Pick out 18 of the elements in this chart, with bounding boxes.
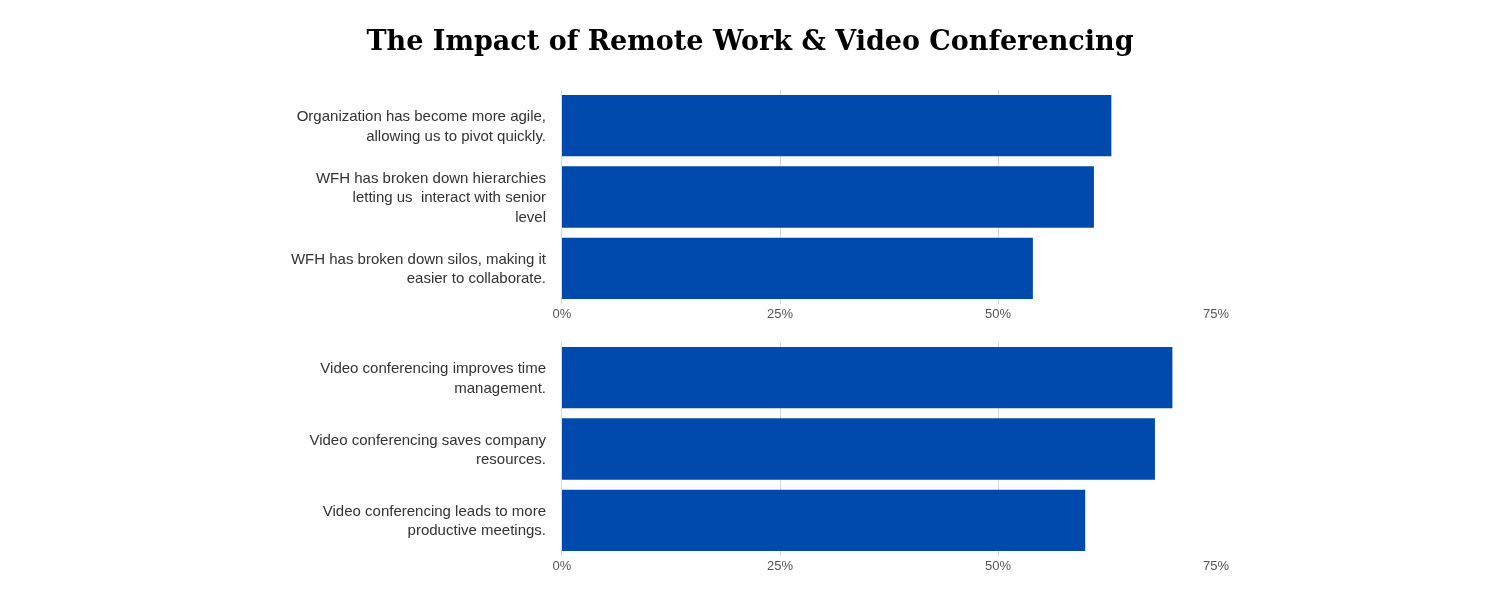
x-tick-label: 50% bbox=[984, 306, 1012, 321]
y-tick-label: WFH has broken down hierarchies letting us interact with senior level bbox=[315, 168, 546, 225]
x-tick-label: 0% bbox=[552, 558, 572, 573]
bar bbox=[562, 346, 1173, 409]
y-tick-label: WFH has broken down silos, making it easier to collaborate. bbox=[290, 249, 547, 287]
chart-title: The Impact of Remote Work & Video Conferencing bbox=[365, 24, 1135, 58]
y-tick-label: Video conferencing improves time management. bbox=[320, 359, 546, 396]
x-tick-label: 50% bbox=[984, 558, 1012, 573]
y-tick-label: Video conferencing leads to more productive meetings. bbox=[322, 501, 546, 539]
y-tick-label: Organization has become more agile, allowing us to pivot quickly. bbox=[296, 107, 546, 144]
x-tick-label: 0% bbox=[552, 306, 572, 321]
bar bbox=[562, 489, 1086, 552]
bar bbox=[562, 418, 1155, 480]
x-tick-label: 75% bbox=[1202, 558, 1230, 573]
x-tick-label: 25% bbox=[766, 306, 794, 321]
y-tick-label: Video conferencing saves company resources. bbox=[309, 430, 547, 467]
x-tick-label: 25% bbox=[766, 558, 794, 573]
x-tick-label: 75% bbox=[1202, 306, 1230, 321]
